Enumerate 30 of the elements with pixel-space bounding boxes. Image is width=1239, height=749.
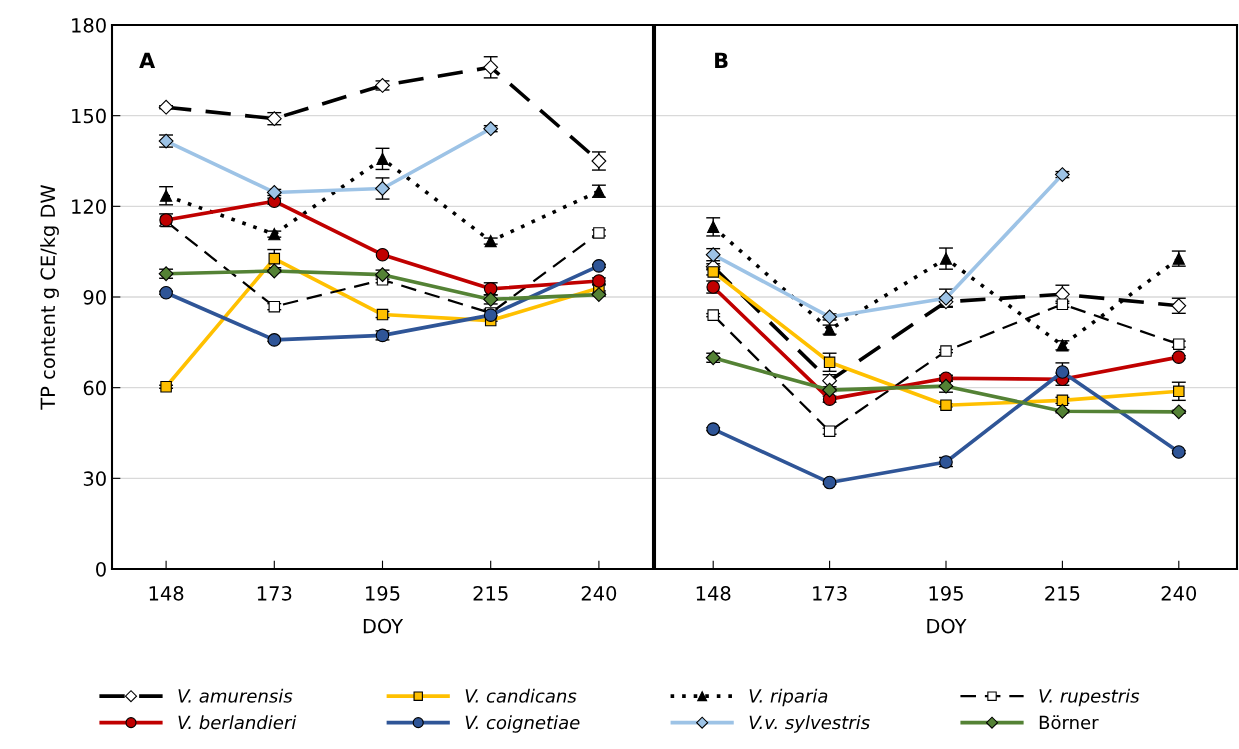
x-tick-label: 215 (1045, 586, 1080, 601)
legend-label: V. rupestris (1039, 688, 1140, 707)
legend-label: V. candicans (465, 688, 577, 703)
x-tick-label: 148 (696, 586, 731, 601)
legend-label: Börner (1039, 715, 1099, 730)
x-tick-label: 195 (929, 586, 963, 601)
legend-label: V. coignetiae (465, 715, 580, 733)
legend-label: V. berlandieri (178, 715, 297, 730)
y-tick-label: 90 (83, 289, 106, 305)
legend-label: V. amurensis (178, 688, 293, 703)
y-tick-label: 120 (72, 199, 106, 214)
x-tick-label: 173 (257, 586, 292, 601)
x-tick-label: 240 (1161, 586, 1197, 601)
legend-label: V. riparia (749, 688, 828, 707)
legend-label: V.v. sylvestris (749, 715, 870, 733)
x-tick-label: 215 (473, 586, 508, 601)
x-tick-label: 173 (813, 586, 847, 601)
annotation: B (715, 52, 728, 69)
x-axis-title: DOY (927, 618, 967, 634)
y-tick-label: 30 (83, 471, 106, 486)
x-tick-label: 240 (581, 586, 617, 601)
y-tick-label: 180 (72, 17, 106, 33)
y-tick-label: 60 (83, 380, 106, 396)
x-axis-title: DOY (363, 618, 404, 634)
x-tick-label: 148 (149, 586, 184, 601)
y-tick-label: 150 (72, 108, 106, 124)
annotation: A (139, 52, 156, 69)
y-axis-title: TP content g CE/kg DW (40, 184, 59, 410)
y-tick-label: 0 (96, 561, 106, 577)
x-tick-label: 195 (366, 586, 400, 601)
